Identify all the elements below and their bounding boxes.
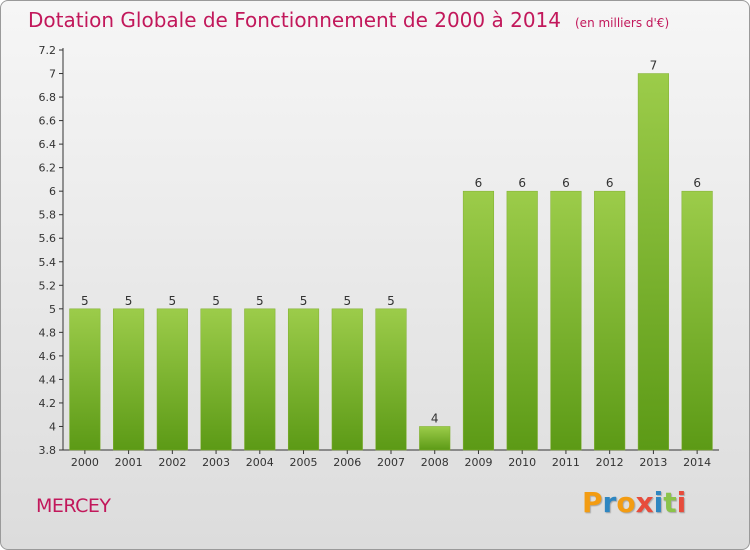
y-tick-label: 7 [49, 68, 56, 81]
x-tick-label: 2002 [158, 456, 186, 469]
chart-title: Dotation Globale de Fonctionnement de 20… [28, 8, 669, 32]
bar [287, 308, 320, 451]
x-tick-label: 2000 [71, 456, 99, 469]
y-tick-label: 7.2 [39, 44, 57, 57]
data-label: 7 [650, 59, 658, 73]
chart-bars: 5 5 5 5 5 5 5 5 4 6 6 6 6 7 6 [69, 59, 713, 451]
x-tick-label: 2001 [115, 456, 143, 469]
bar [69, 308, 101, 451]
bar [550, 190, 582, 451]
y-tick-label: 4.6 [39, 350, 57, 363]
y-tick-label: 5 [49, 303, 56, 316]
x-tick-label: 2007 [377, 456, 405, 469]
y-tick-label: 5.4 [39, 256, 57, 269]
y-tick-label: 4.2 [39, 397, 57, 410]
x-tick-label: 2004 [246, 456, 274, 469]
x-tick-label: 2012 [596, 456, 624, 469]
bar [244, 308, 276, 451]
bar [113, 308, 145, 451]
data-label: 4 [431, 411, 439, 425]
y-tick-label: 5.8 [39, 209, 57, 222]
data-label: 6 [693, 176, 701, 190]
x-tick-label: 2005 [290, 456, 318, 469]
x-tick-label: 2009 [464, 456, 492, 469]
title-unit: (en milliers d'€) [575, 16, 670, 30]
x-tick-label: 2003 [202, 456, 230, 469]
y-tick-label: 6.4 [39, 138, 57, 151]
y-tick-label: 5.2 [39, 279, 57, 292]
y-tick-label: 4.8 [39, 326, 57, 339]
x-tick-label: 2013 [639, 456, 667, 469]
bar [419, 426, 451, 451]
y-tick-label: 5.6 [39, 232, 57, 245]
bar [375, 308, 407, 451]
bar [637, 73, 669, 451]
commune-name: MERCEY [36, 495, 111, 517]
bar [681, 190, 713, 451]
data-label: 6 [606, 176, 614, 190]
bar [331, 308, 363, 451]
y-tick-label: 6.8 [39, 91, 57, 104]
x-tick-label: 2006 [333, 456, 361, 469]
data-label: 5 [256, 294, 264, 308]
data-label: 5 [212, 294, 220, 308]
x-tick-label: 2010 [508, 456, 536, 469]
proxiti-logo: Proxiti [582, 486, 687, 519]
y-tick-label: 6.2 [39, 162, 57, 175]
x-tick-label: 2014 [683, 456, 711, 469]
title-text: Dotation Globale de Fonctionnement de 20… [28, 8, 561, 32]
bar [594, 190, 626, 451]
y-tick-label: 4.4 [39, 373, 57, 386]
bar [462, 190, 495, 451]
data-label: 6 [518, 176, 526, 190]
data-label: 5 [125, 294, 133, 308]
y-tick-label: 3.8 [39, 444, 57, 457]
y-tick-label: 6 [49, 185, 56, 198]
bar [200, 308, 232, 451]
data-label: 5 [387, 294, 395, 308]
x-tick-label: 2008 [421, 456, 449, 469]
bar [506, 190, 538, 451]
data-label: 6 [562, 176, 570, 190]
x-tick-label: 2011 [552, 456, 580, 469]
data-label: 5 [300, 294, 308, 308]
bar [156, 308, 188, 451]
data-label: 5 [169, 294, 177, 308]
data-label: 5 [81, 294, 89, 308]
y-tick-label: 4 [49, 420, 56, 433]
y-tick-label: 6.6 [39, 115, 57, 128]
data-label: 5 [343, 294, 351, 308]
data-label: 6 [475, 176, 483, 190]
